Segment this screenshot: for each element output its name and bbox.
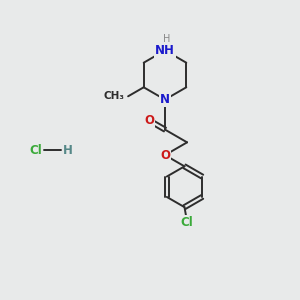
Text: NH: NH bbox=[155, 44, 175, 57]
Text: O: O bbox=[160, 148, 170, 162]
Text: Cl: Cl bbox=[30, 143, 42, 157]
Text: CH₃: CH₃ bbox=[103, 91, 124, 101]
Text: H: H bbox=[63, 143, 72, 157]
Text: O: O bbox=[144, 114, 154, 127]
Text: N: N bbox=[160, 93, 170, 106]
Text: H: H bbox=[163, 34, 170, 44]
Text: Cl: Cl bbox=[181, 216, 193, 229]
